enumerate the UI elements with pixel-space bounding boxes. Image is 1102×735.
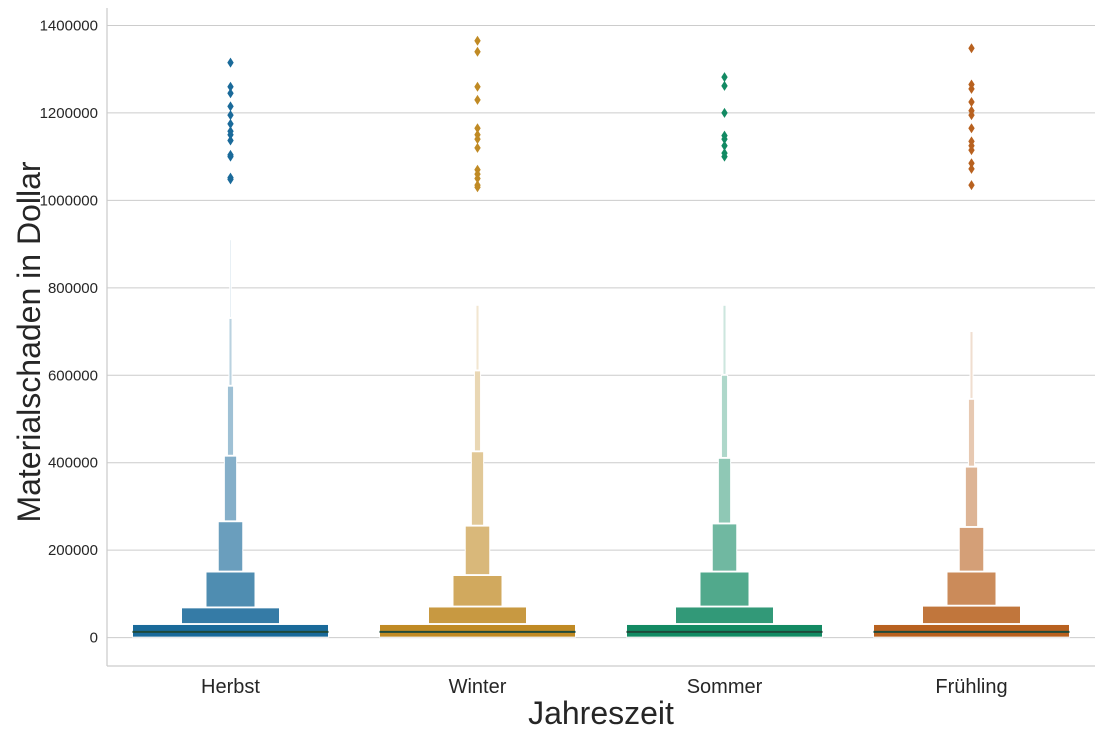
boxen-box [181, 607, 280, 625]
y-tick-label: 800000 [48, 280, 98, 297]
outlier-point [227, 57, 234, 68]
boxen-box [132, 623, 329, 638]
outlier-point [721, 107, 728, 118]
boxen-box [873, 623, 1070, 638]
outlier-point [968, 158, 975, 169]
boxen-box [717, 457, 732, 524]
boxen-box [711, 523, 738, 572]
boxen-box [223, 455, 238, 522]
outlier-point [227, 110, 234, 121]
y-axis-label: Materialschaden in Dollar [11, 161, 47, 522]
boxen-box [470, 451, 485, 526]
boxen-box [922, 605, 1021, 625]
outlier-point [968, 97, 975, 107]
outlier-point [968, 105, 975, 116]
x-tick-label: Winter [449, 676, 507, 698]
outlier-point [227, 149, 234, 160]
outlier-point [474, 81, 481, 92]
y-tick-label: 1400000 [40, 17, 98, 34]
outlier-point [721, 148, 728, 159]
outlier-point [227, 81, 234, 92]
outlier-point [968, 43, 975, 54]
outlier-point [721, 140, 728, 151]
outlier-point [474, 142, 481, 153]
boxen-box [969, 331, 974, 399]
boxen-box [722, 304, 727, 375]
boxen-box [205, 571, 256, 608]
y-tick-label: 0 [90, 630, 98, 647]
outlier-point [474, 46, 481, 57]
outlier-point [227, 172, 234, 183]
x-axis-label: Jahreszeit [528, 695, 674, 731]
y-tick-label: 600000 [48, 367, 98, 384]
outlier-point [474, 123, 481, 134]
boxen-box [473, 370, 482, 452]
outlier-point [968, 180, 975, 191]
outlier-point [227, 101, 234, 112]
boxen-box [699, 571, 750, 607]
outlier-point [968, 163, 975, 174]
y-tick-label: 400000 [48, 455, 98, 472]
boxen-box [217, 521, 244, 572]
outlier-point [721, 130, 728, 141]
outlier-point [721, 72, 728, 83]
boxen-box [452, 574, 503, 607]
outlier-point [474, 164, 481, 175]
y-tick-label: 200000 [48, 542, 98, 559]
boxen-box [379, 623, 576, 638]
boxen-box [228, 317, 233, 386]
outlier-point [968, 136, 975, 147]
outlier-point [227, 88, 234, 99]
boxen-box [475, 304, 480, 371]
boxen-box [946, 571, 997, 606]
boxen-box [967, 398, 976, 467]
x-tick-label: Frühling [935, 676, 1007, 698]
outlier-point [721, 80, 728, 91]
outlier-point [474, 94, 481, 105]
boxen-box [964, 466, 979, 528]
outlier-point [968, 79, 975, 90]
boxen-box [226, 385, 235, 456]
outlier-point [474, 180, 481, 191]
boxen-box [229, 239, 232, 319]
boxen-box [720, 374, 729, 458]
boxen-box [958, 526, 985, 572]
x-tick-label: Sommer [687, 676, 763, 698]
y-tick-label: 1200000 [40, 105, 98, 122]
outlier-point [474, 35, 481, 46]
outlier-point [227, 126, 234, 137]
boxen-box [626, 623, 823, 638]
outlier-point [227, 135, 234, 146]
outlier-point [474, 129, 481, 140]
boxen-box [428, 606, 527, 625]
y-tick-label: 1000000 [40, 192, 98, 209]
boxen-box [464, 525, 491, 576]
outlier-point [968, 123, 975, 134]
outlier-point [227, 118, 234, 129]
boxen-box [675, 606, 774, 625]
x-tick-label: Herbst [201, 676, 260, 698]
